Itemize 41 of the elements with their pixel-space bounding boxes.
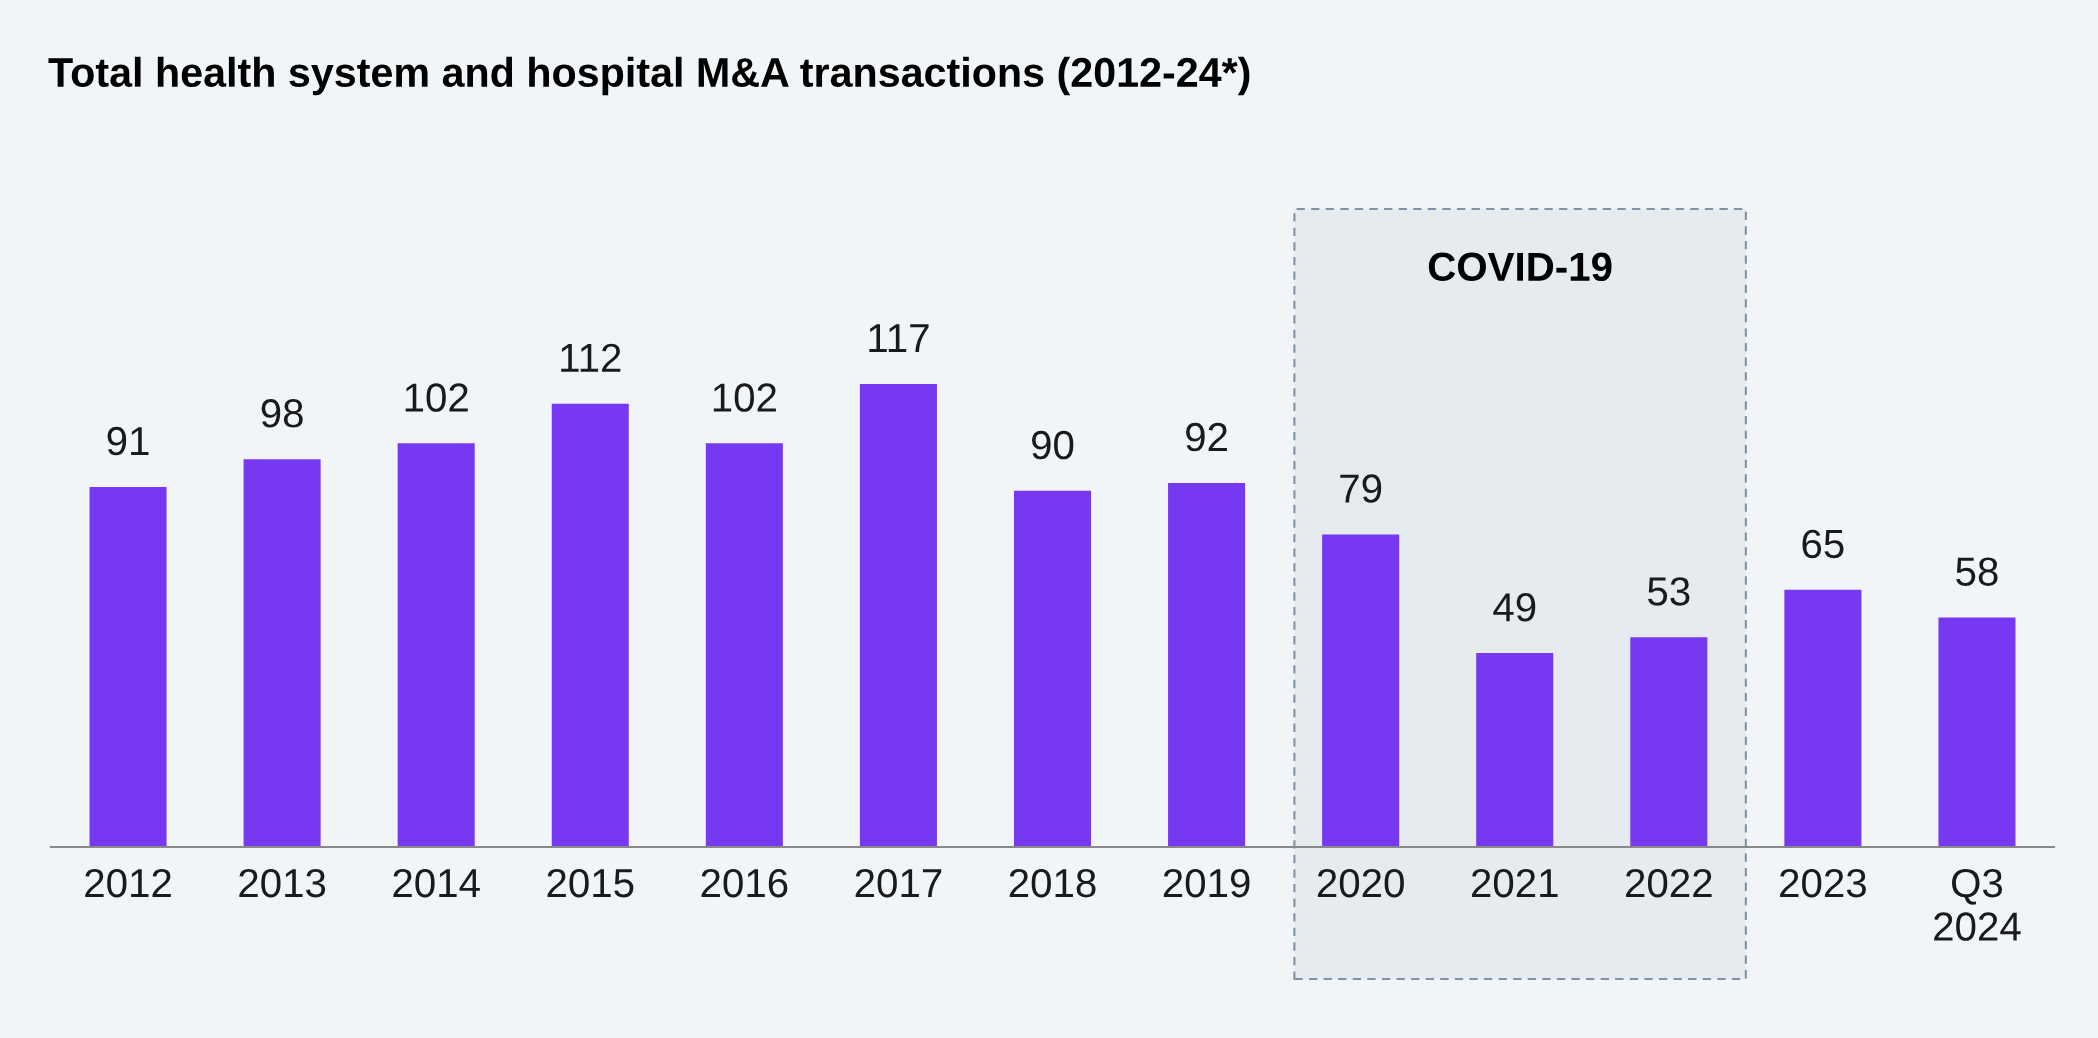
bar — [705, 443, 783, 847]
x-tick-label: Q3 2024 — [1934, 868, 2021, 941]
x-tick-label: 2018 — [1009, 868, 1096, 898]
data-label: 98 — [261, 399, 303, 428]
bar — [89, 486, 167, 847]
x-tick-label: 2016 — [701, 868, 788, 898]
x-tick-label: 2022 — [1626, 868, 1712, 898]
bar — [1938, 617, 2016, 847]
data-label: 112 — [561, 343, 621, 372]
data-label: 91 — [107, 426, 149, 456]
x-tick-label: 2019 — [1163, 868, 1250, 898]
x-tick-label: 2017 — [855, 868, 942, 898]
data-label: 92 — [1186, 422, 1227, 452]
x-tick-label: 2023 — [1780, 868, 1866, 898]
bar — [243, 459, 321, 847]
data-label: 117 — [869, 324, 929, 353]
data-label: 53 — [1648, 577, 1690, 606]
x-tick-label: 2015 — [547, 868, 634, 898]
x-tick-label: 2014 — [393, 868, 480, 898]
data-label: 65 — [1802, 529, 1844, 559]
x-tick-label: 2013 — [239, 868, 326, 898]
bar — [1013, 490, 1092, 847]
band-label: COVID-19 — [1428, 252, 1612, 282]
x-tick-label: 2021 — [1471, 868, 1558, 898]
chart-title: Total health system and hospital M&A transactions (2012-24*) — [48, 56, 1250, 96]
data-label: 102 — [713, 383, 776, 412]
bar — [1322, 534, 1400, 847]
bar — [397, 443, 475, 847]
data-label: 58 — [1956, 557, 1998, 586]
data-label: 90 — [1031, 430, 1074, 460]
x-tick-label: 2012 — [85, 868, 171, 898]
bar — [1630, 637, 1708, 847]
data-label: 102 — [405, 383, 468, 412]
bar — [1784, 589, 1862, 847]
data-label: 79 — [1340, 474, 1382, 503]
bar — [551, 403, 629, 847]
bar — [1476, 653, 1554, 847]
data-label: 49 — [1493, 593, 1536, 622]
x-tick-label: 2020 — [1317, 868, 1404, 898]
bar — [1168, 482, 1246, 847]
bar — [859, 384, 937, 847]
